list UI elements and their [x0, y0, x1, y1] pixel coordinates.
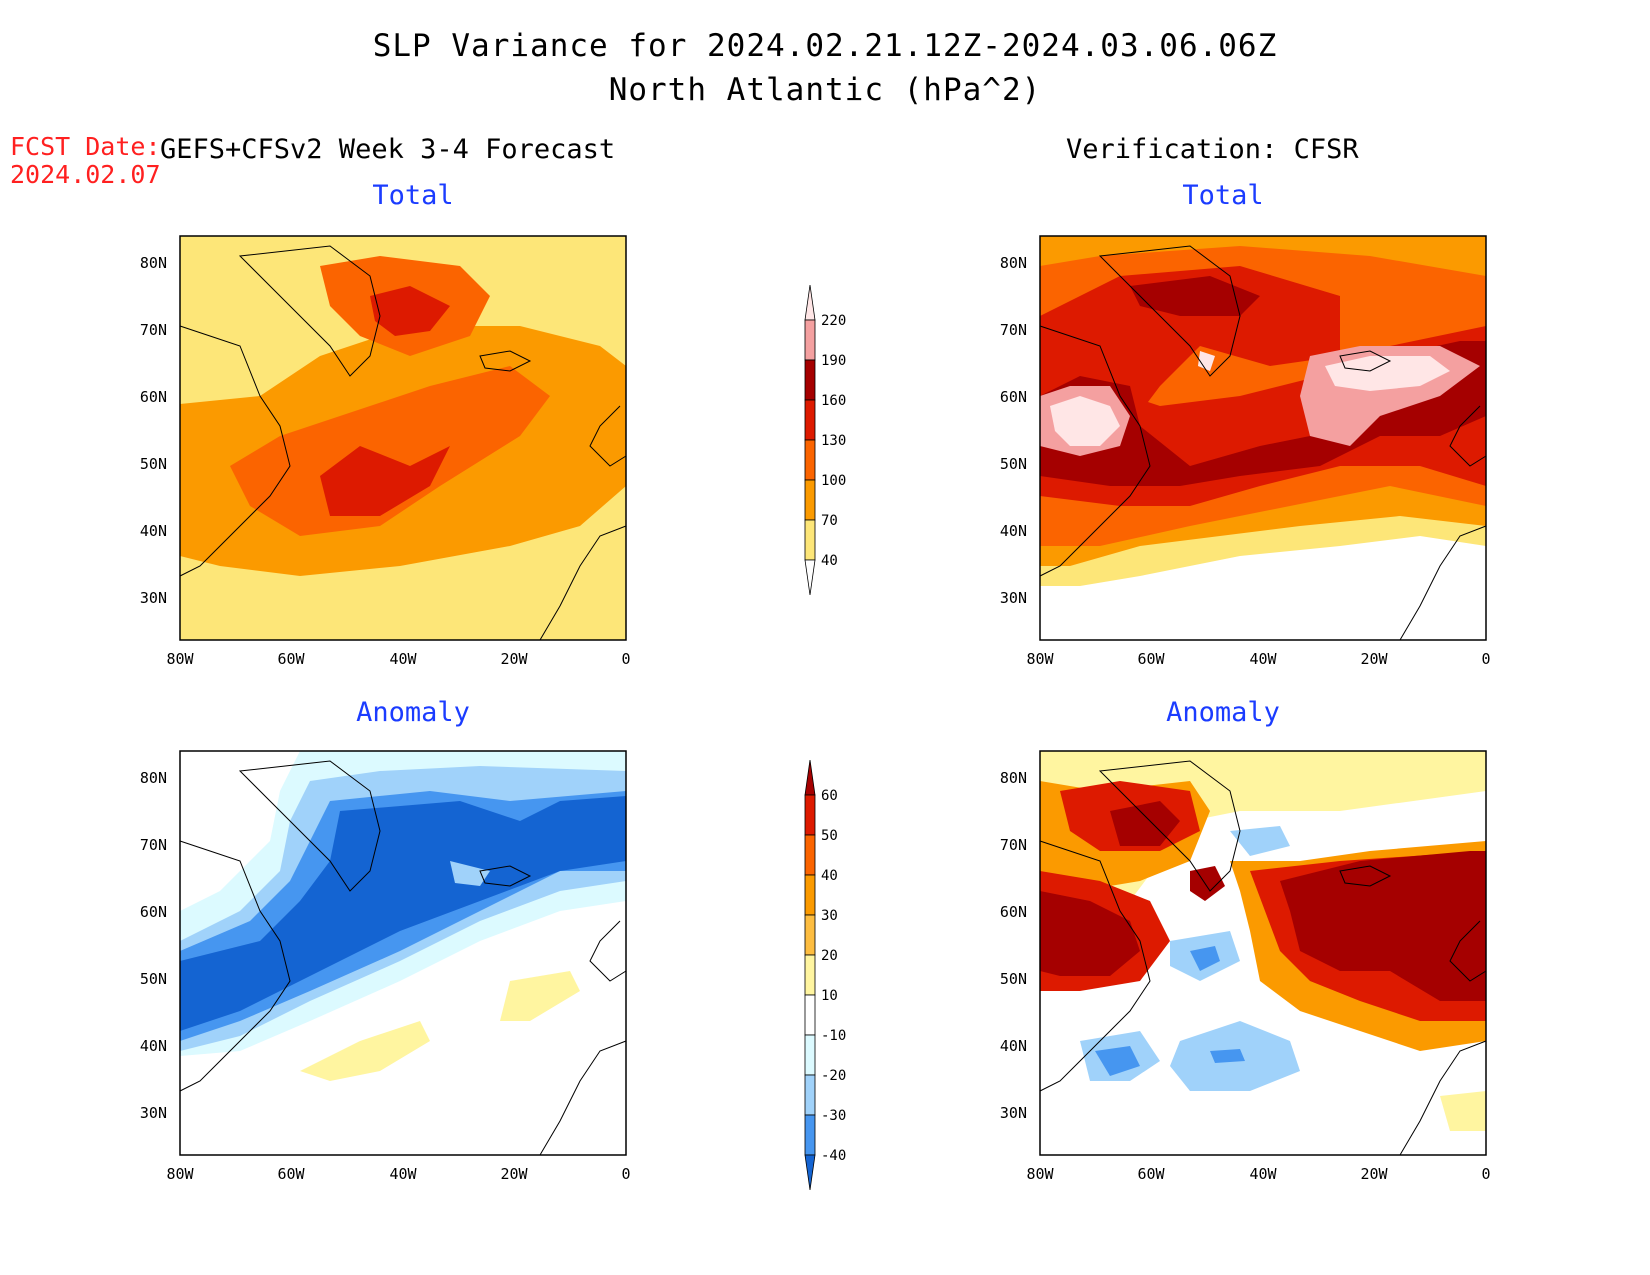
verification-column-title: Verification: CFSR [1066, 134, 1359, 165]
colorbar-level: 30 [821, 908, 838, 924]
verification-anomaly-lat-ticks: 80N 70N 60N 50N 40N 30N [1000, 769, 1027, 1122]
lat-tick: 80N [1000, 254, 1027, 272]
lon-tick: 0 [621, 650, 630, 668]
lat-tick: 60N [140, 388, 167, 406]
lon-tick: 80W [166, 650, 194, 668]
colorbar-level: -30 [821, 1108, 846, 1124]
anomaly-colorbar-swatches [804, 759, 816, 1191]
lat-tick: 60N [1000, 388, 1027, 406]
colorbar-level: 50 [821, 828, 838, 844]
lon-tick: 80W [1026, 650, 1054, 668]
lon-tick: 0 [1481, 1165, 1490, 1183]
verification-anomaly-map: 80N 70N 60N 50N 40N 30N 80W 60W 40W 20W … [1000, 750, 1491, 1183]
lat-tick: 70N [140, 836, 167, 854]
lat-tick: 30N [140, 589, 167, 607]
lon-tick: 40W [389, 1165, 417, 1183]
lat-tick: 40N [1000, 522, 1027, 540]
colorbar-level: -10 [821, 1028, 846, 1044]
lat-tick: 50N [1000, 970, 1027, 988]
forecast-column-title: GEFS+CFSv2 Week 3-4 Forecast [160, 134, 616, 165]
lat-tick: 40N [140, 1037, 167, 1055]
lon-tick: 60W [1137, 650, 1165, 668]
total-colorbar: 220 190 160 130 100 70 40 [804, 284, 846, 596]
forecast-total-label: Total [372, 180, 454, 211]
forecast-total-map: 80N 70N 60N 50N 40N 30N 80W 60W 40W 20W … [140, 235, 631, 668]
verification-anomaly-lon-ticks: 80W 60W 40W 20W 0 [1026, 1165, 1490, 1183]
colorbar-level: -20 [821, 1068, 846, 1084]
forecast-total-lat-ticks: 80N 70N 60N 50N 40N 30N [140, 254, 167, 607]
forecast-anomaly-lat-ticks: 80N 70N 60N 50N 40N 30N [140, 769, 167, 1122]
verification-total-map: 80N 70N 60N 50N 40N 30N 80W 60W 40W 20W … [1000, 235, 1491, 668]
lat-tick: 50N [1000, 455, 1027, 473]
lon-tick: 20W [1360, 650, 1388, 668]
colorbar-level: 70 [821, 513, 838, 529]
colorbar-level: -40 [821, 1148, 846, 1164]
colorbar-level: 40 [821, 553, 838, 569]
colorbar-level: 190 [821, 353, 846, 369]
anomaly-colorbar: 60 50 40 30 20 10 -10 -20 -30 -40 [804, 759, 846, 1191]
colorbar-level: 10 [821, 988, 838, 1004]
colorbar-level: 220 [821, 313, 846, 329]
lon-tick: 40W [1249, 650, 1277, 668]
lon-tick: 40W [1249, 1165, 1277, 1183]
lat-tick: 80N [1000, 769, 1027, 787]
lat-tick: 80N [140, 769, 167, 787]
lon-tick: 0 [621, 1165, 630, 1183]
lon-tick: 40W [389, 650, 417, 668]
lon-tick: 60W [1137, 1165, 1165, 1183]
main-subtitle: North Atlantic (hPa^2) [608, 72, 1042, 108]
lat-tick: 40N [1000, 1037, 1027, 1055]
lat-tick: 30N [1000, 1104, 1027, 1122]
colorbar-level: 40 [821, 868, 838, 884]
forecast-anomaly-map: 80N 70N 60N 50N 40N 30N 80W 60W 40W 20W … [140, 750, 631, 1183]
colorbar-level: 100 [821, 473, 846, 489]
colorbar-level: 160 [821, 393, 846, 409]
lon-tick: 20W [500, 650, 528, 668]
lat-tick: 60N [1000, 903, 1027, 921]
lat-tick: 70N [1000, 836, 1027, 854]
lat-tick: 40N [140, 522, 167, 540]
lon-tick: 20W [500, 1165, 528, 1183]
verification-total-lat-ticks: 80N 70N 60N 50N 40N 30N [1000, 254, 1027, 607]
lat-tick: 30N [140, 1104, 167, 1122]
lon-tick: 0 [1481, 650, 1490, 668]
lat-tick: 50N [140, 970, 167, 988]
forecast-total-lon-ticks: 80W 60W 40W 20W 0 [166, 650, 630, 668]
verification-total-lon-ticks: 80W 60W 40W 20W 0 [1026, 650, 1490, 668]
fcst-date-label: FCST Date: [10, 132, 161, 161]
lon-tick: 60W [277, 1165, 305, 1183]
colorbar-level: 20 [821, 948, 838, 964]
forecast-anomaly-label: Anomaly [356, 697, 470, 728]
lat-tick: 80N [140, 254, 167, 272]
lat-tick: 70N [140, 321, 167, 339]
main-title: SLP Variance for 2024.02.21.12Z-2024.03.… [372, 28, 1278, 64]
forecast-anomaly-lon-ticks: 80W 60W 40W 20W 0 [166, 1165, 630, 1183]
lon-tick: 80W [1026, 1165, 1054, 1183]
lat-tick: 70N [1000, 321, 1027, 339]
lon-tick: 20W [1360, 1165, 1388, 1183]
lat-tick: 30N [1000, 589, 1027, 607]
verification-total-label: Total [1182, 180, 1264, 211]
lat-tick: 60N [140, 903, 167, 921]
colorbar-level: 130 [821, 433, 846, 449]
lat-tick: 50N [140, 455, 167, 473]
colorbar-level: 60 [821, 788, 838, 804]
verification-anomaly-label: Anomaly [1166, 697, 1280, 728]
lon-tick: 80W [166, 1165, 194, 1183]
fcst-date-value: 2024.02.07 [10, 160, 161, 189]
total-colorbar-swatches [804, 284, 816, 596]
lon-tick: 60W [277, 650, 305, 668]
